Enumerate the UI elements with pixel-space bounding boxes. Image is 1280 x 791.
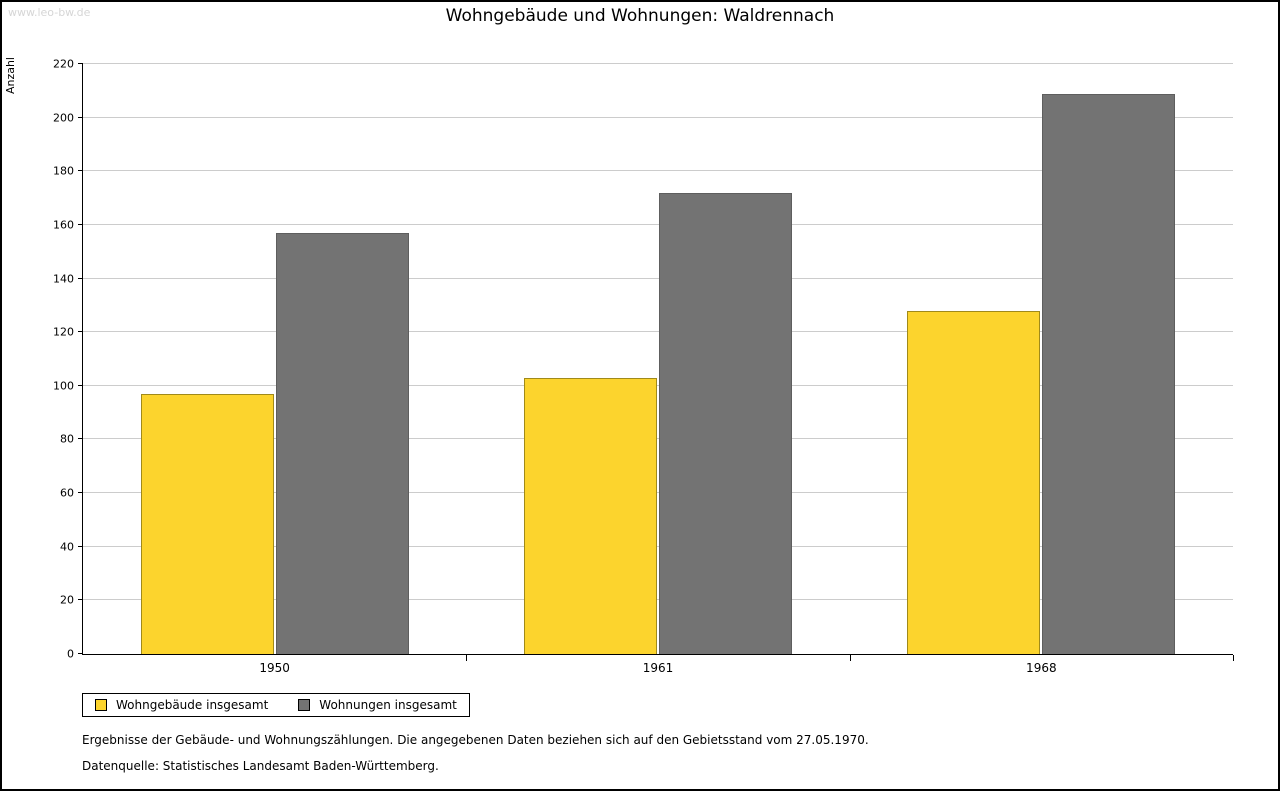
y-axis-tick [78, 170, 83, 172]
bar-wohnungen-1961 [658, 192, 792, 654]
gridline [83, 438, 1233, 440]
y-axis-tick [78, 492, 83, 494]
footnote-datasource: Datenquelle: Statistisches Landesamt Bad… [82, 759, 439, 773]
bar-wohnungen-1950 [275, 232, 409, 654]
gridline [83, 277, 1233, 279]
gridline [83, 331, 1233, 333]
y-tick-label: 160 [53, 218, 74, 232]
bar-group-1961 [466, 64, 849, 654]
x-axis-tick [849, 655, 851, 661]
legend-swatch [298, 699, 311, 711]
y-tick-label: 0 [67, 647, 74, 661]
watermark: www.leo-bw.de [8, 6, 91, 19]
x-tick-label: 1950 [259, 661, 290, 675]
chart-title: Wohngebäude und Wohnungen: Waldrennach [445, 6, 835, 26]
legend: Wohngebäude insgesamt Wohnungen insgesamt [82, 693, 470, 717]
gridline [83, 116, 1233, 118]
y-tick-label: 40 [60, 540, 74, 554]
bar-wohngebaeude-1961 [524, 377, 657, 654]
legend-swatch [95, 699, 107, 711]
footnote-sources: Ergebnisse der Gebäude- und Wohnungszähl… [82, 733, 869, 747]
y-tick-label: 100 [53, 379, 74, 393]
y-tick-label: 60 [60, 486, 74, 500]
gridline [83, 170, 1233, 172]
gridline [83, 223, 1233, 225]
bar-wohnungen-1968 [1042, 93, 1176, 654]
bar-wohngebaeude-1950 [140, 393, 274, 654]
footnotes: Ergebnisse der Gebäude- und Wohnungszähl… [82, 727, 869, 779]
y-axis-tick [78, 277, 83, 279]
bar-wohngebaeude-1968 [907, 310, 1041, 654]
x-tick-label: 1968 [1026, 661, 1057, 675]
y-axis-tick [78, 331, 83, 333]
gridline [83, 599, 1233, 601]
x-axis-tick [466, 655, 468, 661]
y-axis-tick [78, 653, 83, 654]
x-axis-tick [1233, 655, 1234, 661]
y-tick-label: 120 [53, 325, 74, 339]
y-tick-label: 20 [60, 593, 74, 607]
gridline [83, 492, 1233, 494]
y-axis-tick [78, 384, 83, 386]
y-axis-tick [78, 438, 83, 440]
legend-entry-wohngebaeude: Wohngebäude insgesamt [95, 698, 268, 712]
gridline [83, 384, 1233, 386]
y-tick-label: 220 [53, 57, 74, 71]
gridline [83, 63, 1233, 64]
legend-label: Wohnungen insgesamt [319, 698, 457, 712]
y-axis-label: Anzahl [4, 57, 17, 95]
x-tick-label: 1961 [642, 661, 674, 675]
y-axis-tick [78, 223, 83, 225]
y-tick-label: 200 [53, 111, 74, 125]
y-tick-label: 140 [53, 272, 74, 286]
bar-group-1950 [83, 64, 466, 654]
y-axis-tick [78, 116, 83, 118]
y-tick-label: 80 [60, 432, 74, 446]
plot-area: 0 20 40 60 80 100 120 140 160 180 200 220 1950 1961 19… [53, 58, 1234, 675]
y-tick-label: 180 [53, 164, 74, 178]
y-axis-tick [78, 63, 83, 64]
bar-group-1968 [850, 64, 1233, 654]
gridline [83, 545, 1233, 547]
y-axis-tick [78, 545, 83, 547]
legend-entry-wohnungen: Wohnungen insgesamt [298, 698, 457, 712]
y-axis-tick [78, 599, 83, 601]
legend-label: Wohngebäude insgesamt [116, 698, 269, 712]
